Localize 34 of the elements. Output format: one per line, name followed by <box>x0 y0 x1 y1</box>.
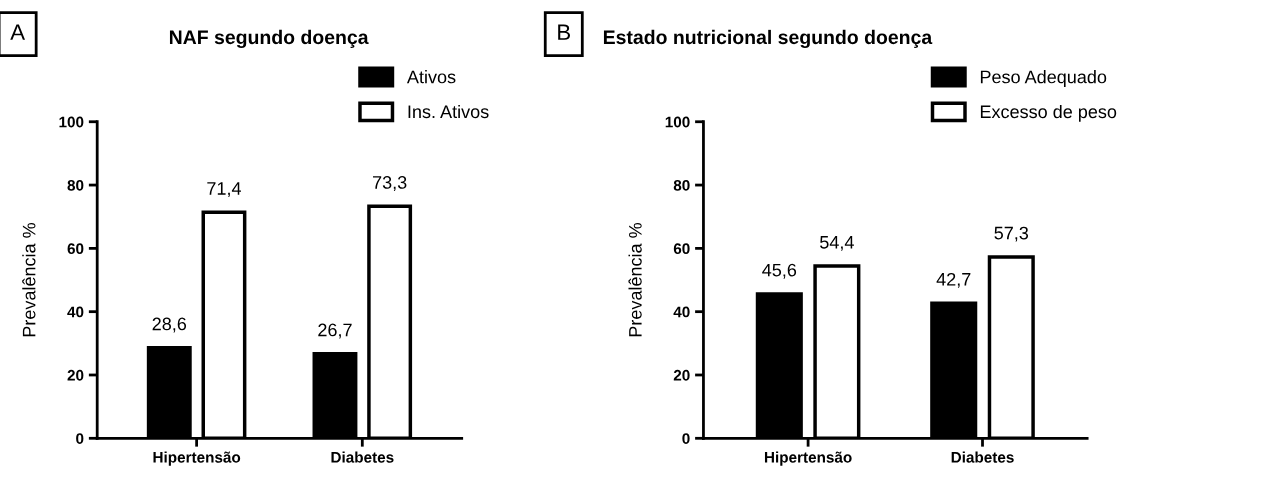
legend-label: Ativos <box>406 70 456 84</box>
data-label: 42,7 <box>936 272 971 288</box>
x-tick-label: Diabetes <box>331 451 394 463</box>
y-axis-title: Prevalência % <box>22 222 36 337</box>
data-label: 57,3 <box>994 226 1029 242</box>
data-label: 73,3 <box>373 176 407 191</box>
legend-label: Peso Adequado <box>980 70 1107 87</box>
y-tick-label: 100 <box>59 116 84 128</box>
legend-label: Excesso de peso <box>980 104 1117 122</box>
data-label: 71,4 <box>207 182 241 197</box>
chart-title: Estado nutricional segundo doença <box>603 29 933 49</box>
y-tick-label: 80 <box>673 179 690 191</box>
y-tick-label: 20 <box>673 369 690 381</box>
y-tick-label: 40 <box>673 306 690 318</box>
y-tick-label: 80 <box>67 179 84 191</box>
text: B <box>558 24 571 40</box>
y-tick-label: 60 <box>673 243 690 255</box>
text: A <box>10 24 26 40</box>
data-label: 26,7 <box>318 323 352 339</box>
chart-title: NAF segundo doença <box>169 29 369 49</box>
x-tick-label: Hipertensão <box>153 451 241 466</box>
legend-label: Ins. Ativos <box>408 104 489 119</box>
y-tick-label: 40 <box>67 306 84 318</box>
data-label: 45,6 <box>762 263 797 279</box>
x-tick-label: Hipertensão <box>764 451 852 466</box>
data-label: 28,6 <box>152 317 187 333</box>
data-label: 54,4 <box>820 236 854 251</box>
y-tick-label: 0 <box>682 433 690 444</box>
y-tick-label: 60 <box>67 243 84 255</box>
x-tick-label: Diabetes <box>951 451 1014 463</box>
y-axis-title: Prevalência % <box>628 222 642 337</box>
y-tick-label: 100 <box>665 116 690 128</box>
y-tick-label: 20 <box>67 369 84 381</box>
y-tick-label: 0 <box>76 433 84 444</box>
